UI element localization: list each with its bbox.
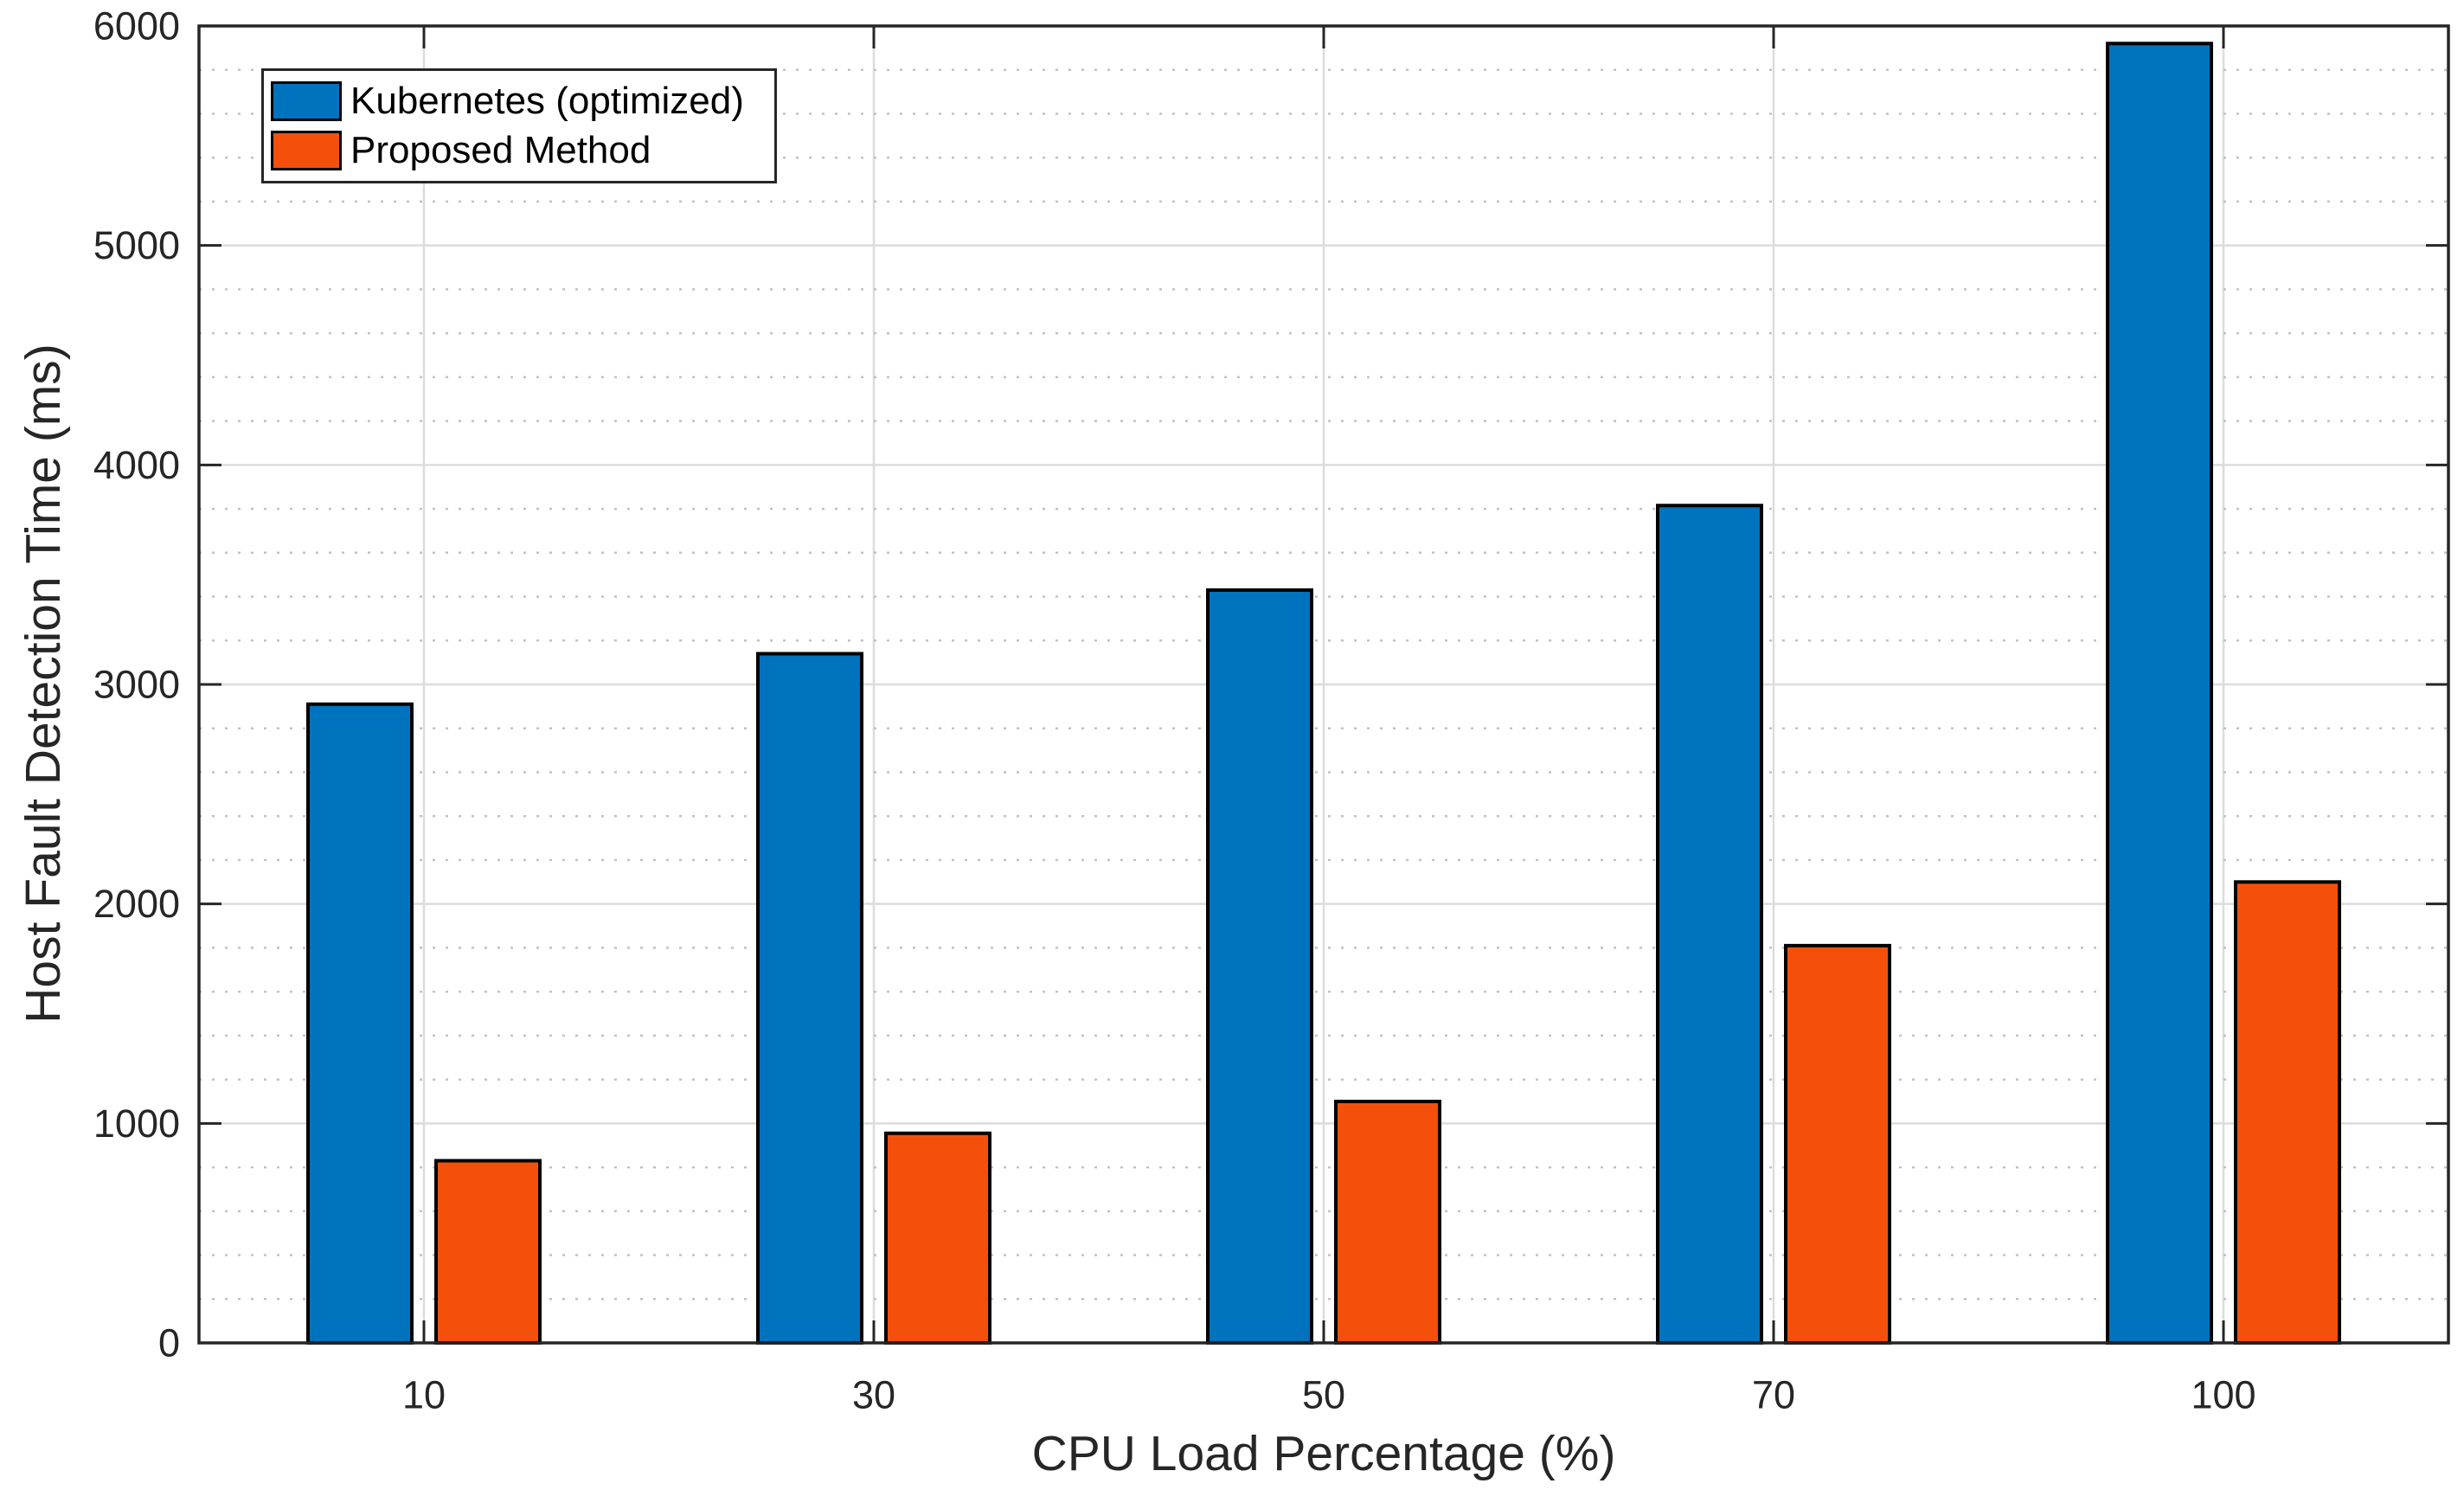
bar-proposed-100 <box>2234 880 2341 1345</box>
y-tick-label-0: 0 <box>158 1321 180 1365</box>
x-tick-label-50: 50 <box>1302 1373 1345 1417</box>
legend-swatch-proposed <box>271 131 342 170</box>
bar-kubernetes-100 <box>2106 42 2213 1345</box>
bar-proposed-70 <box>1784 943 1891 1345</box>
y-tick-label-1000: 1000 <box>93 1101 180 1146</box>
legend: Kubernetes (optimized) Proposed Method <box>261 68 777 183</box>
legend-entry-kubernetes: Kubernetes (optimized) <box>271 79 774 124</box>
x-tick-label-100: 100 <box>2191 1373 2255 1417</box>
bar-proposed-50 <box>1334 1099 1441 1345</box>
legend-label-proposed: Proposed Method <box>350 129 651 171</box>
legend-entry-proposed: Proposed Method <box>271 128 774 173</box>
y-axis-label: Host Fault Detection Time (ms) <box>16 344 71 1024</box>
x-tick-label-30: 30 <box>852 1373 895 1417</box>
y-tick-label-4000: 4000 <box>93 443 180 487</box>
bar-proposed-10 <box>434 1159 542 1345</box>
bar-kubernetes-50 <box>1206 588 1313 1345</box>
legend-swatch-kubernetes <box>271 81 342 121</box>
bar-proposed-30 <box>884 1131 991 1345</box>
legend-label-kubernetes: Kubernetes (optimized) <box>350 80 744 122</box>
bar-kubernetes-30 <box>756 652 863 1345</box>
axes-frame-group <box>197 24 2450 1345</box>
x-tick-label-70: 70 <box>1752 1373 1795 1417</box>
y-tick-label-6000: 6000 <box>93 4 180 48</box>
bar-kubernetes-70 <box>1656 504 1763 1345</box>
bars-group <box>306 42 2341 1345</box>
tick-labels-group: 0 1000 2000 3000 4000 5000 6000 10 30 50 70 100 <box>93 4 2256 1417</box>
x-tick-label-10: 10 <box>402 1373 446 1417</box>
y-tick-label-5000: 5000 <box>93 223 180 267</box>
bar-kubernetes-10 <box>306 702 414 1345</box>
y-tick-label-2000: 2000 <box>93 882 180 926</box>
x-axis-label: CPU Load Percentage (%) <box>1031 1426 1616 1481</box>
y-tick-label-3000: 3000 <box>93 663 180 707</box>
